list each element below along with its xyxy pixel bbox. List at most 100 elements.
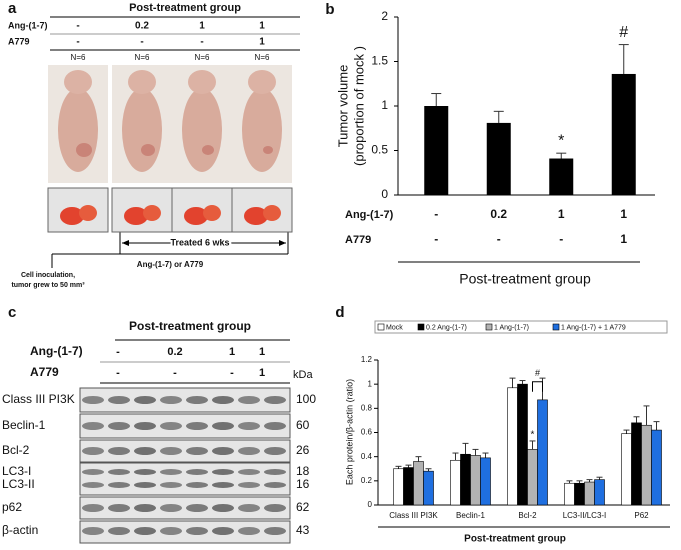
blot-band [212, 482, 234, 488]
blot-band [134, 504, 156, 512]
cell: 0.2 [167, 346, 182, 358]
x-tick-label: Class III PI3K [389, 511, 438, 520]
blot-band [212, 469, 234, 475]
tumor-piece [60, 207, 84, 225]
blot-band [212, 396, 234, 404]
mouse-head [128, 70, 156, 94]
blot-band [264, 527, 286, 535]
protein-label: Class III PI3K [2, 392, 75, 406]
n-label: N=6 [255, 53, 270, 62]
row-label: A779 [8, 36, 30, 46]
bar-label: Ang-(1-7) or A779 [137, 260, 204, 269]
blot-band [82, 527, 104, 535]
legend-swatch [377, 323, 385, 331]
blot-band [238, 447, 260, 455]
blot-band [160, 422, 182, 430]
x-tick-label: LC3-II/LC3-I [563, 511, 607, 520]
blot-band [108, 422, 130, 430]
cell: - [559, 232, 563, 246]
y-axis-label: Tumor volume [335, 65, 350, 148]
arrow-head [122, 240, 129, 246]
y-tick-label: 0 [381, 187, 388, 201]
cell: - [116, 346, 120, 358]
kda-label: 26 [296, 443, 310, 457]
blot-band [160, 469, 182, 475]
y-tick-label: 0.8 [361, 403, 373, 412]
legend-label: 0.2 Ang-(1-7) [426, 324, 467, 331]
tumor-piece [203, 205, 221, 221]
tumor-piece [124, 207, 148, 225]
cell: 1 [259, 21, 265, 32]
arrow-head [279, 240, 286, 246]
blot-band [238, 527, 260, 535]
blot-band [238, 469, 260, 475]
mouse-head [188, 70, 216, 94]
blot-band [238, 396, 260, 404]
bracket [532, 381, 543, 392]
blot-band [186, 527, 208, 535]
cell: - [76, 37, 79, 48]
tumor-piece [184, 207, 208, 225]
cell: 1 [259, 346, 265, 358]
blot-band [108, 396, 130, 404]
panel-letter: d [335, 304, 344, 321]
legend-swatch [552, 323, 560, 331]
blot-band [108, 527, 130, 535]
bar [611, 73, 636, 195]
legend-label: Mock [386, 324, 403, 331]
cell: 1 [259, 37, 265, 48]
annotation: * [531, 430, 535, 441]
bar [517, 383, 528, 506]
protein-label: Beclin-1 [2, 418, 46, 432]
blot-band [238, 482, 260, 488]
mouse-body [242, 88, 282, 172]
tumor [202, 145, 214, 155]
blot-band [160, 482, 182, 488]
mouse-body [182, 88, 222, 172]
n-label: N=6 [195, 53, 210, 62]
blot-band [264, 469, 286, 475]
blot-bg [79, 496, 291, 520]
blot-band [212, 504, 234, 512]
bar [574, 482, 585, 506]
legend-label: 1 Ang-(1-7) + 1 A779 [561, 324, 626, 331]
cell: 1 [620, 207, 627, 221]
panel-letter: a [8, 0, 17, 17]
blot-band [82, 447, 104, 455]
blot-band [160, 396, 182, 404]
x-tick-label: P62 [634, 511, 649, 520]
blot-band [134, 469, 156, 475]
blot-band [108, 447, 130, 455]
blot-bg [79, 462, 291, 496]
kda-label: 60 [296, 418, 310, 432]
panel-letter: c [8, 304, 16, 321]
kda-label: 62 [296, 500, 310, 514]
cell: - [230, 367, 234, 379]
bar [641, 424, 652, 506]
bar [480, 457, 491, 506]
blot-band [264, 447, 286, 455]
blot-band [160, 447, 182, 455]
blot-band [160, 527, 182, 535]
cell: 1 [620, 232, 627, 246]
blot-band [212, 447, 234, 455]
bar [594, 479, 605, 506]
kda-label: 18 [296, 464, 310, 478]
x-tick-label: Beclin-1 [456, 511, 485, 520]
n-label: N=6 [135, 53, 150, 62]
note: tumor grew to 50 mm³ [11, 282, 85, 289]
n-label: N=6 [71, 53, 86, 62]
tumor-piece [263, 205, 281, 221]
table-rules [50, 16, 670, 528]
x-axis-label: Post-treatment group [459, 271, 591, 287]
bar [413, 461, 424, 506]
blot-band [134, 527, 156, 535]
bar [393, 468, 404, 506]
blot-band [186, 447, 208, 455]
blot-band [186, 422, 208, 430]
blot-band [264, 396, 286, 404]
y-tick-label: 0.2 [361, 476, 373, 485]
mouse-head [64, 70, 92, 94]
cell: 0.2 [135, 21, 149, 32]
blot-band [134, 422, 156, 430]
